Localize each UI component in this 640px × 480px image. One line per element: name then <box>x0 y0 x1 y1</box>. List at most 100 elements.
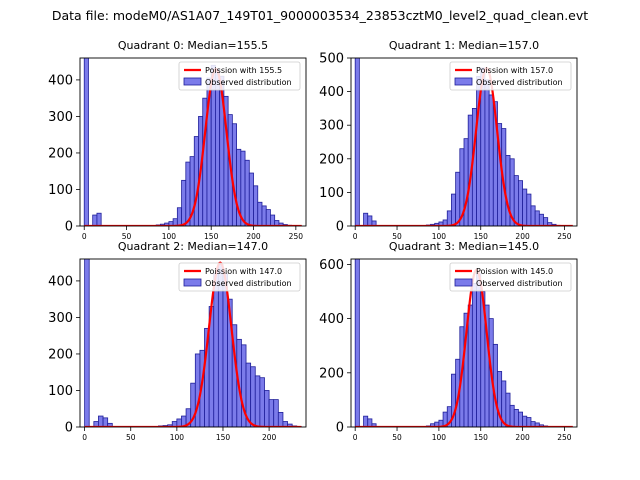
histogram-bar <box>277 411 284 427</box>
histogram-bar <box>471 282 477 427</box>
legend-bar-swatch <box>454 278 473 287</box>
x-tick-label: 100 <box>170 433 185 442</box>
legend-box <box>178 61 301 91</box>
histogram-bar <box>451 193 457 226</box>
y-tick-label: 400 <box>48 73 73 88</box>
histogram-bar <box>96 212 102 226</box>
legend: Poission with 157.0 Observed distribution <box>449 61 572 91</box>
legend-label-observed: Observed distribution <box>205 279 292 288</box>
y-tick-label: 600 <box>319 258 344 273</box>
y-tick-label: 200 <box>48 347 73 362</box>
axes-frame <box>350 57 578 227</box>
histogram-bar <box>83 58 89 226</box>
legend-label-poisson: Poission with 155.5 <box>205 66 282 75</box>
histogram-bar <box>534 210 540 226</box>
histogram-bar <box>522 415 528 427</box>
histogram-bar <box>538 213 544 226</box>
histogram-bar <box>505 155 511 226</box>
x-tick-label: 250 <box>557 232 572 241</box>
legend-label-poisson: Poission with 147.0 <box>205 267 282 276</box>
histogram-bar <box>244 159 250 226</box>
x-tick-label: 200 <box>515 433 530 442</box>
histogram-bar <box>455 171 461 226</box>
legend-label-observed: Observed distribution <box>205 78 292 87</box>
histogram-bar <box>264 390 270 427</box>
histogram-bar <box>505 392 511 427</box>
y-tick-label: 100 <box>48 183 73 198</box>
histogram-bar <box>176 207 182 226</box>
histogram-bar <box>526 193 532 226</box>
histogram-bar <box>354 259 360 427</box>
histogram-bar <box>476 273 482 427</box>
histogram-bar <box>102 417 109 427</box>
legend-label-poisson: Poission with 157.0 <box>476 66 553 75</box>
legend-box <box>449 262 572 292</box>
histogram-bar <box>194 353 201 427</box>
poisson-curve <box>355 66 573 226</box>
legend-label-observed: Observed distribution <box>476 279 563 288</box>
histogram-bar <box>268 399 275 427</box>
histogram-bar <box>367 418 373 427</box>
poisson-curve <box>355 268 573 427</box>
histogram-bar <box>484 79 490 226</box>
histogram-bar <box>522 188 528 226</box>
y-tick-label: 500 <box>319 52 344 67</box>
histogram-bar <box>371 220 377 226</box>
legend-bar-swatch <box>183 278 202 287</box>
histogram-bar <box>463 138 469 226</box>
x-tick-label: 150 <box>216 433 231 442</box>
histogram-bar <box>107 422 113 427</box>
histogram-bar <box>185 161 191 226</box>
x-tick-label: 100 <box>432 433 447 442</box>
histogram-bar <box>215 68 221 226</box>
histogram-bar <box>259 377 265 427</box>
y-tick-label: 0 <box>336 220 344 235</box>
histogram-bar <box>261 205 267 226</box>
histogram-bar <box>257 201 263 226</box>
panel-title: Quadrant 1: Median=157.0 <box>389 39 539 52</box>
axes-frame <box>79 258 307 428</box>
x-tick-label: 0 <box>353 433 358 442</box>
x-tick-label: 0 <box>82 433 87 442</box>
histogram-bar <box>354 58 360 226</box>
histogram-bar <box>254 375 261 427</box>
y-tick-label: 400 <box>319 312 344 327</box>
histogram-bar <box>509 404 515 427</box>
legend-label-observed: Observed distribution <box>476 78 563 87</box>
y-tick-label: 200 <box>48 146 73 161</box>
histogram-bar <box>250 366 256 427</box>
y-tick-label: 300 <box>319 119 344 134</box>
y-tick-label: 0 <box>336 421 344 436</box>
x-tick-label: 0 <box>353 232 358 241</box>
x-tick-label: 200 <box>262 433 277 442</box>
histogram-bar <box>253 185 259 226</box>
histogram-bar <box>488 94 494 226</box>
histogram-bar <box>265 209 271 226</box>
y-tick-label: 400 <box>48 274 73 289</box>
x-tick-label: 50 <box>122 232 132 241</box>
histogram-bar <box>181 179 187 226</box>
y-tick-label: 400 <box>319 85 344 100</box>
y-tick-label: 0 <box>65 220 73 235</box>
y-tick-label: 0 <box>65 421 73 436</box>
x-tick-label: 50 <box>392 433 402 442</box>
histogram-bar <box>513 408 519 427</box>
histogram-bar <box>467 304 473 427</box>
legend-bar-swatch <box>183 77 202 86</box>
axes-frame <box>79 57 307 227</box>
x-tick-label: 200 <box>246 232 261 241</box>
histogram-bar <box>363 415 369 427</box>
histogram-bar <box>193 136 199 226</box>
panel-quadrant-2: Quadrant 2: Median=147.0 0 100 200 300 400 0 5… <box>48 240 307 442</box>
y-tick-label: 300 <box>48 311 73 326</box>
y-tick-label: 300 <box>48 110 73 125</box>
x-tick-label: 100 <box>162 232 177 241</box>
panel-title: Quadrant 3: Median=145.0 <box>389 240 539 253</box>
legend: Poission with 145.0 Observed distribution <box>449 262 572 292</box>
histogram-bar <box>270 214 276 226</box>
histogram-bar <box>92 214 98 226</box>
histogram-bar <box>526 417 532 427</box>
histogram-bar <box>367 215 373 226</box>
x-tick-label: 250 <box>557 433 572 442</box>
